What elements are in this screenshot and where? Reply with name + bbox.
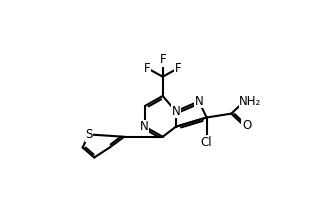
Text: F: F (175, 62, 181, 75)
Text: N: N (195, 95, 203, 108)
Text: N: N (140, 120, 149, 133)
Text: S: S (85, 128, 93, 141)
Text: Cl: Cl (201, 136, 212, 149)
Text: F: F (159, 53, 166, 66)
Text: O: O (242, 119, 251, 132)
Text: NH₂: NH₂ (240, 95, 262, 108)
Text: F: F (144, 62, 151, 75)
Text: N: N (172, 105, 180, 118)
